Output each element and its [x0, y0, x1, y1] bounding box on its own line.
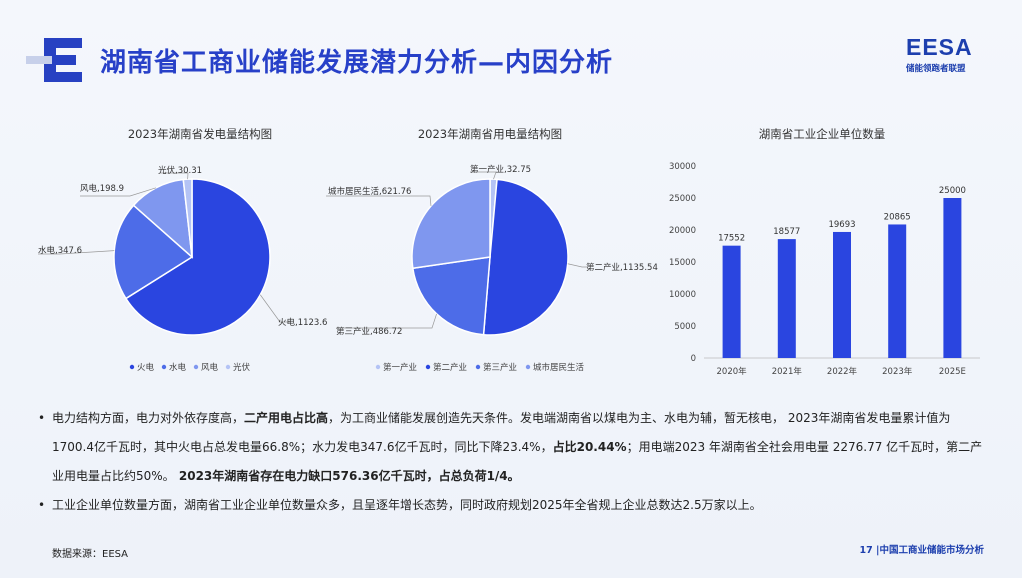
- bar-0: [722, 245, 741, 358]
- leader-line: [336, 313, 437, 329]
- chart-title-consumption: 2023年湖南省用电量结构图: [417, 127, 563, 141]
- legend-label: 第三产业: [483, 362, 517, 373]
- x-tick-label: 2022年: [827, 366, 858, 377]
- bar-1: [777, 239, 796, 358]
- bullet-icon: •: [38, 411, 46, 425]
- bar-3: [888, 224, 907, 358]
- data-label: 第三产业,486.72: [336, 326, 402, 337]
- legend-label: 城市居民生活: [533, 362, 585, 373]
- page-number: 17 |中国工商业储能市场分析: [859, 545, 985, 556]
- y-tick-label: 10000: [669, 290, 696, 300]
- legend-label: 风电: [201, 362, 219, 373]
- x-tick-label: 2023年: [882, 366, 913, 377]
- note-enterprises: • 工业企业单位数量方面，湖南省工业企业单位数量众多，且呈逐年增长态势，同时政府规…: [36, 491, 986, 520]
- note-segment: 占比20.44%: [552, 440, 627, 454]
- header: 湖南省工商业储能发展潜力分析—内因分析 EESA 储能领跑者联盟: [0, 28, 1022, 90]
- y-tick-label: 0: [691, 354, 696, 364]
- legend-marker: [225, 364, 231, 370]
- leader-line: [160, 172, 189, 180]
- bar-value-label: 20865: [884, 212, 911, 222]
- note-segment: 工业企业单位数量方面，湖南省工业企业单位数量众多，且呈逐年增长态势，同时政府规划…: [52, 498, 762, 512]
- y-tick-label: 15000: [669, 258, 696, 268]
- legend-marker: [193, 364, 199, 370]
- bar-4: [943, 198, 962, 358]
- bar-value-label: 18577: [773, 227, 800, 237]
- data-label: 第二产业,1135.54: [586, 262, 658, 273]
- pie-slice-item-1: [482, 178, 569, 336]
- bar-value-label: 25000: [939, 186, 966, 196]
- x-tick-label: 2025E: [939, 367, 966, 377]
- chart-title-generation: 2023年湖南省发电量结构图: [127, 127, 273, 141]
- chart-title-enterprises: 湖南省工业企业单位数量: [758, 127, 886, 141]
- data-label: 城市居民生活,621.76: [328, 186, 411, 197]
- data-source: 数据来源：EESA: [52, 549, 129, 560]
- legend-label: 第二产业: [433, 362, 467, 373]
- leader-line: [470, 171, 497, 180]
- page-title: 湖南省工商业储能发展潜力分析—内因分析: [100, 48, 614, 78]
- note-segment: ，为工商业储能发展创造先天条件。发电端湖南省以煤电为主、水电为辅，暂无核电， 2…: [52, 411, 951, 454]
- brand-logo: EESA 储能领跑者联盟: [906, 34, 988, 78]
- e-logo-icon: [26, 38, 82, 82]
- bar-2: [833, 231, 851, 358]
- pie-slice-item-1: [113, 204, 194, 300]
- leader-line: [38, 250, 115, 255]
- legend-marker: [129, 364, 135, 370]
- leader-line: [567, 263, 588, 268]
- pie-slice-item-2: [411, 256, 491, 336]
- legend-marker: [475, 364, 481, 370]
- legend-label: 第一产业: [383, 362, 417, 373]
- notes: • 电力结构方面，电力对外依存度高，二产用电占比高，为工商业储能发展创造先天条件。…: [36, 404, 986, 520]
- pie-chart-generation: 火电,1123.6 水电,347.6 风电,198.9 光伏,30.31 火电 水电 风电 光…: [38, 165, 327, 373]
- bullet-icon: •: [38, 498, 46, 512]
- pie-slice-item-0: [124, 178, 271, 336]
- legend-marker: [525, 364, 531, 370]
- note-segment: 二产用电占比高: [244, 411, 329, 425]
- bar-value-label: 17552: [718, 234, 745, 244]
- legend-marker: [425, 364, 431, 370]
- note-text: 工业企业单位数量方面，湖南省工业企业单位数量众多，且呈逐年增长态势，同时政府规划…: [52, 498, 762, 512]
- y-tick-label: 20000: [669, 226, 696, 236]
- pie-slice-item-3: [182, 178, 193, 258]
- bar-value-label: 19693: [828, 220, 855, 230]
- note-text: 电力结构方面，电力对外依存度高，二产用电占比高，为工商业储能发展创造先天条件。发…: [52, 411, 982, 483]
- brand-text: EESA: [906, 34, 973, 60]
- data-label: 水电,347.6: [38, 245, 82, 256]
- brand-name: EESA: [906, 34, 988, 61]
- data-label: 光伏,30.31: [158, 165, 202, 176]
- legend-label: 光伏: [233, 362, 251, 373]
- note-segment: 电力结构方面，电力对外依存度高，: [52, 411, 245, 425]
- leader-line: [80, 187, 157, 197]
- legend-marker: [375, 364, 381, 370]
- note-segment: ；用电端2023 年湖南省全社会用电量 2276.77 亿千瓦时，第二产业用电量…: [52, 440, 983, 483]
- leader-line: [326, 195, 432, 207]
- brand-subtitle: 储能领跑者联盟: [906, 64, 966, 74]
- pie-chart-consumption: 第一产业,32.75 第二产业,1135.54 第三产业,486.72 城市居民生活,…: [326, 164, 658, 373]
- x-tick-label: 2020年: [717, 366, 748, 377]
- data-label: 火电,1123.6: [278, 317, 327, 328]
- pie-slice-item-3: [411, 178, 491, 270]
- bar-chart-enterprises: 0 5000 10000 15000 20000 25000 30000 17552 2020年…: [669, 162, 980, 377]
- note-electricity: • 电力结构方面，电力对外依存度高，二产用电占比高，为工商业储能发展创造先天条件。…: [36, 404, 986, 491]
- x-tick-label: 2021年: [772, 366, 803, 377]
- y-tick-label: 25000: [669, 194, 696, 204]
- y-tick-label: 5000: [674, 322, 696, 332]
- leader-line: [259, 294, 290, 323]
- legend-label: 水电: [169, 362, 187, 373]
- y-tick-label: 30000: [669, 162, 696, 172]
- data-label: 风电,198.9: [80, 183, 124, 194]
- data-label: 第一产业,32.75: [470, 164, 531, 175]
- note-segment: 2023年湖南省存在电力缺口576.36亿千瓦时，占总负荷1/4。: [174, 469, 520, 483]
- legend-marker: [161, 364, 167, 370]
- legend-label: 火电: [137, 362, 155, 373]
